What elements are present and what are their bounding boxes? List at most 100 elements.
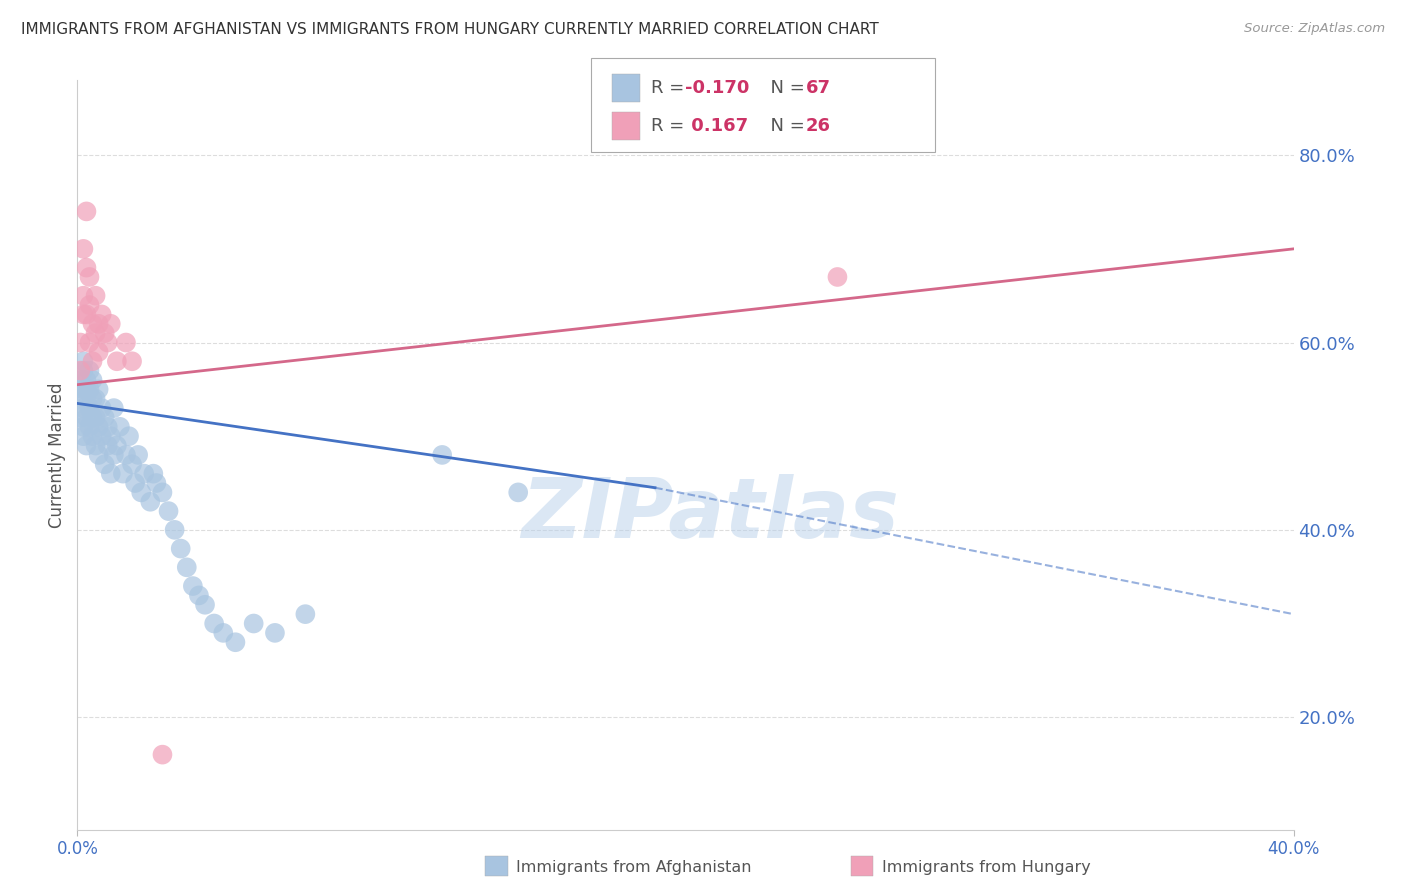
Text: ZIPatlas: ZIPatlas (520, 475, 898, 556)
Point (75, 392, 97, 406)
Point (139, 494, 162, 508)
Point (93, 410, 115, 425)
Point (97, 335, 120, 350)
Point (84, 289, 107, 303)
Point (294, 607, 316, 621)
Point (90, 307, 112, 321)
Text: -0.170: -0.170 (685, 78, 749, 97)
Point (69, 364, 91, 378)
Point (100, 467, 122, 481)
Point (181, 579, 204, 593)
Point (69, 392, 91, 406)
Point (108, 420, 131, 434)
Point (87, 448, 110, 462)
Point (82, 410, 104, 425)
Point (103, 401, 125, 416)
Point (157, 504, 180, 518)
Point (93, 326, 115, 341)
Text: N =: N = (759, 117, 811, 135)
Point (145, 476, 167, 491)
Point (82, 354, 104, 368)
Point (72, 242, 94, 256)
Point (242, 616, 264, 631)
Point (82, 317, 104, 331)
Point (103, 448, 125, 462)
Text: 67: 67 (806, 78, 831, 97)
Point (84, 326, 107, 341)
Point (75, 260, 97, 275)
Point (72, 354, 94, 368)
Point (87, 317, 110, 331)
Point (212, 626, 235, 640)
Point (97, 420, 120, 434)
Point (87, 382, 110, 396)
Point (827, 269, 849, 284)
Point (100, 317, 122, 331)
Point (72, 364, 94, 378)
Text: IMMIGRANTS FROM AFGHANISTAN VS IMMIGRANTS FROM HUNGARY CURRENTLY MARRIED CORRELA: IMMIGRANTS FROM AFGHANISTAN VS IMMIGRANT… (21, 22, 879, 37)
Point (124, 476, 146, 491)
Point (264, 626, 287, 640)
Text: Immigrants from Afghanistan: Immigrants from Afghanistan (516, 860, 751, 874)
Point (75, 204, 97, 219)
Point (79, 335, 101, 350)
Point (121, 457, 143, 471)
Point (105, 354, 128, 368)
Point (134, 467, 156, 481)
Point (115, 335, 138, 350)
Point (152, 485, 174, 500)
Point (75, 410, 97, 425)
Point (75, 373, 97, 387)
Point (84, 392, 107, 406)
Point (100, 429, 122, 443)
Text: Immigrants from Hungary: Immigrants from Hungary (882, 860, 1090, 874)
Point (118, 429, 141, 443)
Point (82, 373, 104, 387)
Point (72, 401, 94, 416)
Point (121, 354, 143, 368)
Point (79, 401, 101, 416)
Point (79, 420, 101, 434)
Text: R =: R = (651, 78, 690, 97)
Point (170, 541, 193, 556)
Text: N =: N = (759, 78, 811, 97)
Text: Source: ZipAtlas.com: Source: ZipAtlas.com (1244, 22, 1385, 36)
Point (93, 457, 115, 471)
Point (84, 438, 107, 452)
Point (152, 747, 174, 762)
Point (90, 429, 112, 443)
Point (69, 410, 91, 425)
Point (224, 635, 246, 649)
Point (90, 401, 112, 416)
Point (69, 373, 91, 387)
Point (72, 429, 94, 443)
Point (69, 335, 91, 350)
Y-axis label: Currently Married: Currently Married (48, 382, 66, 528)
Point (72, 307, 94, 321)
Point (79, 269, 101, 284)
Point (142, 467, 165, 481)
Point (176, 560, 198, 574)
Point (75, 382, 97, 396)
Point (75, 438, 97, 452)
Point (163, 523, 186, 537)
Point (202, 616, 225, 631)
Point (127, 448, 149, 462)
Point (72, 420, 94, 434)
Point (79, 298, 101, 312)
Point (84, 410, 107, 425)
Point (188, 589, 211, 603)
Point (129, 485, 152, 500)
Point (82, 429, 104, 443)
Point (111, 467, 134, 481)
Text: 26: 26 (806, 117, 831, 135)
Point (87, 420, 110, 434)
Point (97, 438, 120, 452)
Text: R =: R = (651, 117, 690, 135)
Point (194, 598, 217, 612)
Point (72, 382, 94, 396)
Point (72, 289, 94, 303)
Point (82, 392, 104, 406)
Point (430, 448, 453, 462)
Point (75, 307, 97, 321)
